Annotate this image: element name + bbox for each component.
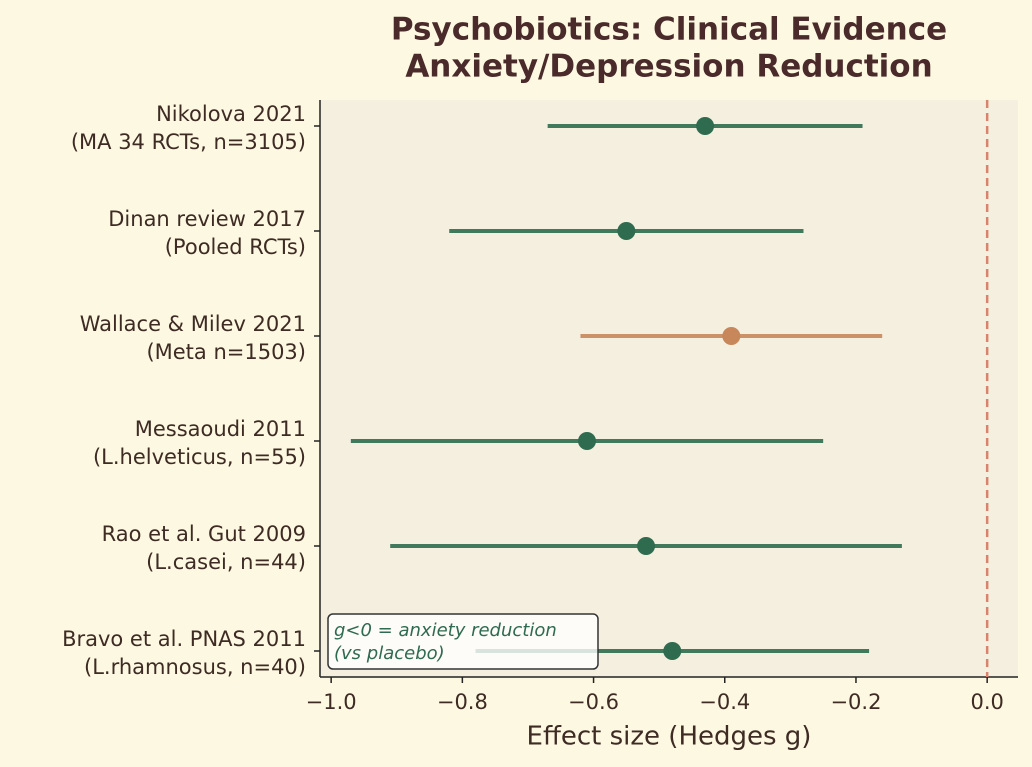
x-tick-label: −0.2 — [830, 690, 881, 714]
point-estimate — [637, 537, 656, 555]
y-tick-label: (L.casei, n=44) — [146, 550, 306, 574]
chart-title: Psychobiotics: Clinical Evidence — [391, 12, 947, 48]
y-tick-label: Dinan review 2017 — [108, 207, 306, 231]
x-tick-label: 0.0 — [970, 690, 1003, 714]
y-tick-label: (MA 34 RCTs, n=3105) — [71, 130, 306, 154]
y-tick-label: (Pooled RCTs) — [165, 235, 306, 259]
y-tick-label: (L.helveticus, n=55) — [93, 445, 306, 469]
annotation-box — [327, 613, 599, 670]
x-axis-label: Effect size (Hedges g) — [527, 722, 812, 752]
point-estimate — [617, 222, 636, 240]
y-tick-label: Nikolova 2021 — [156, 102, 306, 126]
y-tick-label: Wallace & Milev 2021 — [80, 312, 306, 336]
x-tick-label: −1.0 — [306, 690, 357, 714]
x-tick-label: −0.8 — [437, 690, 488, 714]
chart-title: Anxiety/Depression Reduction — [405, 49, 932, 85]
point-estimate — [577, 432, 596, 450]
y-tick-label: Rao et al. Gut 2009 — [102, 522, 306, 546]
point-estimate — [696, 117, 715, 135]
annotation: g<0 = anxiety reduction — [334, 620, 557, 641]
point-estimate — [663, 642, 682, 660]
x-tick-label: −0.6 — [568, 690, 619, 714]
annotation: (vs placebo) — [334, 643, 445, 664]
y-tick-label: (L.rhamnosus, n=40) — [84, 655, 306, 679]
plot-area — [320, 100, 1018, 677]
y-tick-label: Messaoudi 2011 — [135, 417, 306, 441]
y-tick-label: Bravo et al. PNAS 2011 — [62, 627, 306, 651]
x-tick-label: −0.4 — [699, 690, 750, 714]
point-estimate — [722, 327, 741, 345]
y-tick-label: (Meta n=1503) — [146, 340, 306, 364]
